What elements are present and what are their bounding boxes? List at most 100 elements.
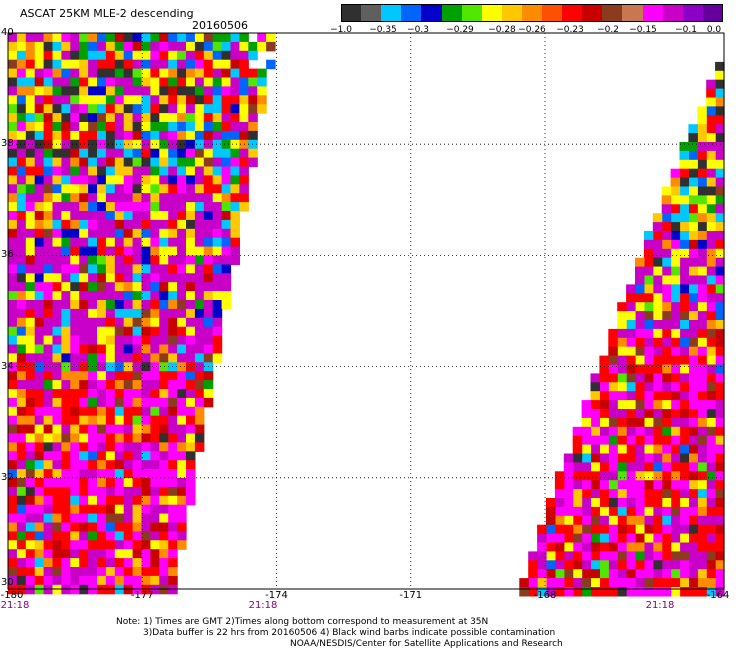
data-cell xyxy=(715,498,725,508)
data-cell xyxy=(257,68,267,79)
data-cell xyxy=(239,113,249,123)
data-cell xyxy=(177,157,187,168)
data-cell xyxy=(132,130,143,141)
data-cell xyxy=(590,489,600,499)
data-cell xyxy=(239,148,249,159)
data-cell xyxy=(43,397,54,408)
data-cell xyxy=(697,515,707,526)
data-cell xyxy=(52,264,62,274)
data-cell xyxy=(43,219,54,230)
data-cell xyxy=(88,362,98,372)
data-cell xyxy=(79,59,89,70)
data-cell xyxy=(159,549,169,559)
data-cell xyxy=(123,59,134,70)
data-cell xyxy=(150,389,160,399)
data-cell xyxy=(203,184,214,194)
data-cell xyxy=(132,175,143,185)
data-cell xyxy=(61,380,71,390)
data-cell xyxy=(697,498,707,508)
data-cell xyxy=(688,248,698,259)
data-cell xyxy=(141,478,151,488)
data-cell xyxy=(715,222,725,232)
data-cell xyxy=(79,291,89,301)
data-cell xyxy=(70,77,80,87)
data-cell xyxy=(635,489,645,499)
data-cell xyxy=(670,311,681,321)
data-cell xyxy=(590,515,600,526)
data-cell xyxy=(697,150,707,161)
data-cell xyxy=(34,139,45,150)
data-cell xyxy=(34,264,45,274)
data-cell xyxy=(105,469,116,479)
data-cell xyxy=(212,86,223,96)
data-cell xyxy=(88,41,98,52)
data-cell xyxy=(697,231,707,241)
data-cell xyxy=(150,326,160,337)
data-cell xyxy=(679,159,689,170)
data-cell xyxy=(581,498,592,508)
data-cell xyxy=(8,193,18,203)
data-cell xyxy=(8,415,18,426)
data-cell xyxy=(70,486,80,497)
data-cell xyxy=(608,569,618,579)
data-cell xyxy=(141,344,151,354)
data-cell xyxy=(661,426,672,437)
data-cell xyxy=(88,104,98,114)
data-cell xyxy=(34,166,45,176)
data-cell xyxy=(61,193,71,203)
data-cell xyxy=(61,522,71,532)
data-cell xyxy=(114,41,125,52)
data-cell xyxy=(43,59,54,70)
data-cell xyxy=(670,168,681,179)
data-cell xyxy=(132,424,143,435)
data-cell xyxy=(679,524,689,535)
data-cell xyxy=(16,531,27,541)
data-cell xyxy=(257,77,267,87)
data-cell xyxy=(141,308,151,319)
data-cell xyxy=(643,435,654,446)
data-cell xyxy=(203,353,214,363)
data-cell xyxy=(132,300,143,310)
data-cell xyxy=(266,59,276,70)
data-cell xyxy=(617,382,627,392)
data-cell xyxy=(97,575,107,586)
data-cell xyxy=(70,406,80,417)
data-cell xyxy=(212,264,223,274)
data-cell xyxy=(97,353,107,363)
data-cell xyxy=(590,426,600,437)
data-cell xyxy=(168,531,178,541)
data-cell xyxy=(688,328,698,339)
data-cell xyxy=(697,560,707,570)
data-cell xyxy=(141,522,151,532)
data-cell xyxy=(697,533,707,544)
data-cell xyxy=(572,524,583,535)
data-cell xyxy=(79,255,89,265)
data-cell xyxy=(572,506,583,517)
data-cell xyxy=(715,355,725,366)
data-cell xyxy=(697,382,707,392)
data-cell xyxy=(16,424,27,435)
data-cell xyxy=(8,237,18,248)
data-cell xyxy=(34,362,45,372)
data-cell xyxy=(706,417,716,428)
data-cell xyxy=(97,219,107,230)
data-cell xyxy=(97,41,107,52)
data-cell xyxy=(8,308,18,319)
data-cell xyxy=(132,540,143,550)
data-cell xyxy=(715,506,725,517)
data-cell xyxy=(159,326,169,337)
data-cell xyxy=(652,587,663,597)
data-cell xyxy=(52,237,62,248)
data-cell xyxy=(715,248,725,259)
data-cell xyxy=(16,478,27,488)
data-cell xyxy=(34,157,45,168)
data-cell xyxy=(599,506,609,517)
data-cell xyxy=(230,77,240,87)
data-cell xyxy=(697,364,707,374)
data-cell xyxy=(52,317,62,328)
data-cell xyxy=(16,433,27,443)
data-cell xyxy=(670,471,681,481)
data-cell xyxy=(706,355,716,366)
data-cell xyxy=(8,326,18,337)
data-cell xyxy=(626,551,636,561)
